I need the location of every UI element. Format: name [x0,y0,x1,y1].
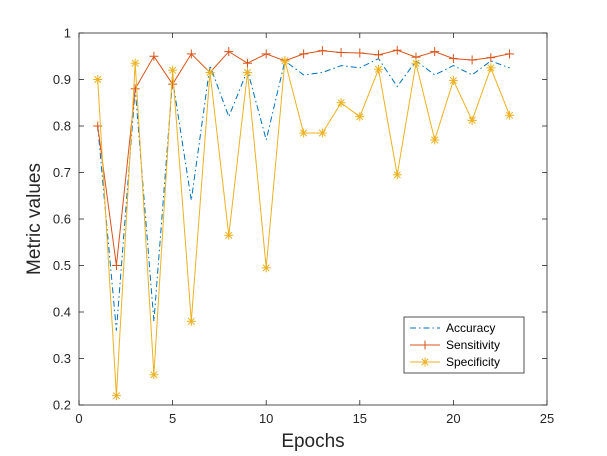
data-point [448,54,458,64]
data-point [355,112,365,122]
series-layer [93,45,515,401]
legend: Accuracy Sensitivity Specificity [403,316,525,374]
data-point [486,53,496,63]
data-point [261,49,271,59]
y-axis-title: Metric values [24,163,45,275]
data-point [467,55,477,65]
data-point [205,68,215,78]
data-point [336,48,346,58]
data-point [299,49,309,59]
legend-marker [420,340,430,350]
legend-marker [420,357,430,367]
series-line [97,57,510,331]
data-point [130,58,140,68]
data-point [430,135,440,145]
data-point [355,48,365,58]
data-point [392,170,402,180]
data-point [505,110,515,120]
data-point [374,64,384,74]
x-tick-label: 5 [169,411,176,426]
x-tick-label: 10 [259,411,273,426]
data-point [168,79,178,89]
data-point [411,58,421,68]
data-point [111,261,121,270]
y-tick-label: 1 [64,26,71,41]
data-point [242,68,252,78]
y-tick-label: 0.2 [53,398,71,413]
data-point [280,56,290,66]
legend-item: Specificity [410,355,500,369]
legend-item: Accuracy [410,321,495,335]
data-point [168,65,178,75]
y-tick-label: 0.3 [53,351,71,366]
data-point [374,50,384,60]
y-tick-label: 0.8 [53,119,71,134]
data-point [467,115,477,125]
data-point [242,58,252,68]
data-point [224,230,234,240]
x-tick-label: 15 [353,411,367,426]
legend-label: Sensitivity [446,338,500,352]
data-point [261,263,271,273]
data-point [93,75,103,84]
y-tick-label: 0.6 [53,212,71,227]
data-point [392,45,402,55]
x-tick-label: 0 [75,411,82,426]
y-tick-label: 0.5 [53,258,71,273]
y-tick-label: 0.4 [53,305,71,320]
legend-label: Specificity [446,355,500,369]
data-point [224,47,234,57]
series-specificity [93,56,515,401]
y-tick-label: 0.9 [53,72,71,87]
data-point [130,84,140,94]
x-axis-ticks: 0 5 10 15 20 25 [75,33,554,426]
data-point [149,51,159,61]
data-point [149,370,159,380]
data-point [317,46,327,56]
data-point [186,316,196,326]
data-point [430,47,440,57]
data-point [299,128,309,138]
legend-label: Accuracy [446,321,495,335]
data-point [448,75,458,85]
data-point [186,49,196,59]
x-axis-title: Epochs [281,431,344,452]
y-tick-label: 0.7 [53,165,71,180]
series-accuracy [97,57,510,331]
y-axis-ticks: 0.2 0.3 0.4 0.5 0.6 0.7 0.8 0.9 1 [53,26,547,413]
x-tick-label: 20 [446,411,460,426]
data-point [111,391,121,401]
legend-item: Sensitivity [410,338,500,352]
data-point [317,128,327,138]
data-point [505,49,515,59]
x-tick-label: 25 [540,411,554,426]
data-point [336,98,346,108]
data-point [486,63,496,73]
